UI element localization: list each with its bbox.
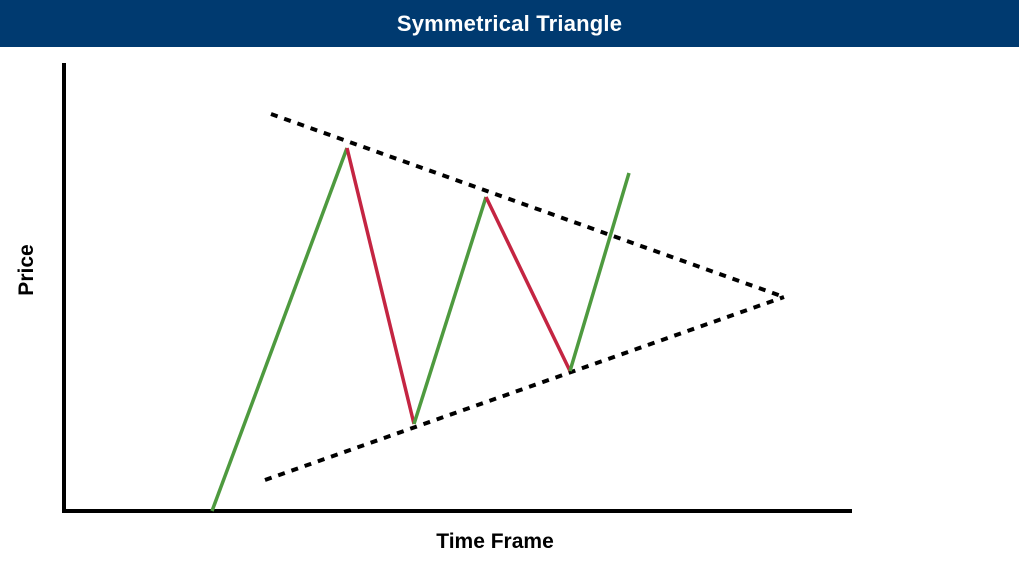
title-banner: Symmetrical Triangle [0,0,1019,47]
price-leg-up-1 [210,147,349,512]
x-axis-label: Time Frame [436,530,554,553]
price-leg-breakout [568,172,631,372]
lower-support-trendline [264,295,785,482]
upper-resistance-trendline [270,112,785,299]
price-leg-down-1 [345,147,416,425]
price-leg-down-2 [484,196,572,372]
y-axis-label: Price [15,244,38,296]
price-leg-up-2 [412,196,488,425]
diagram-title: Symmetrical Triangle [396,10,623,36]
